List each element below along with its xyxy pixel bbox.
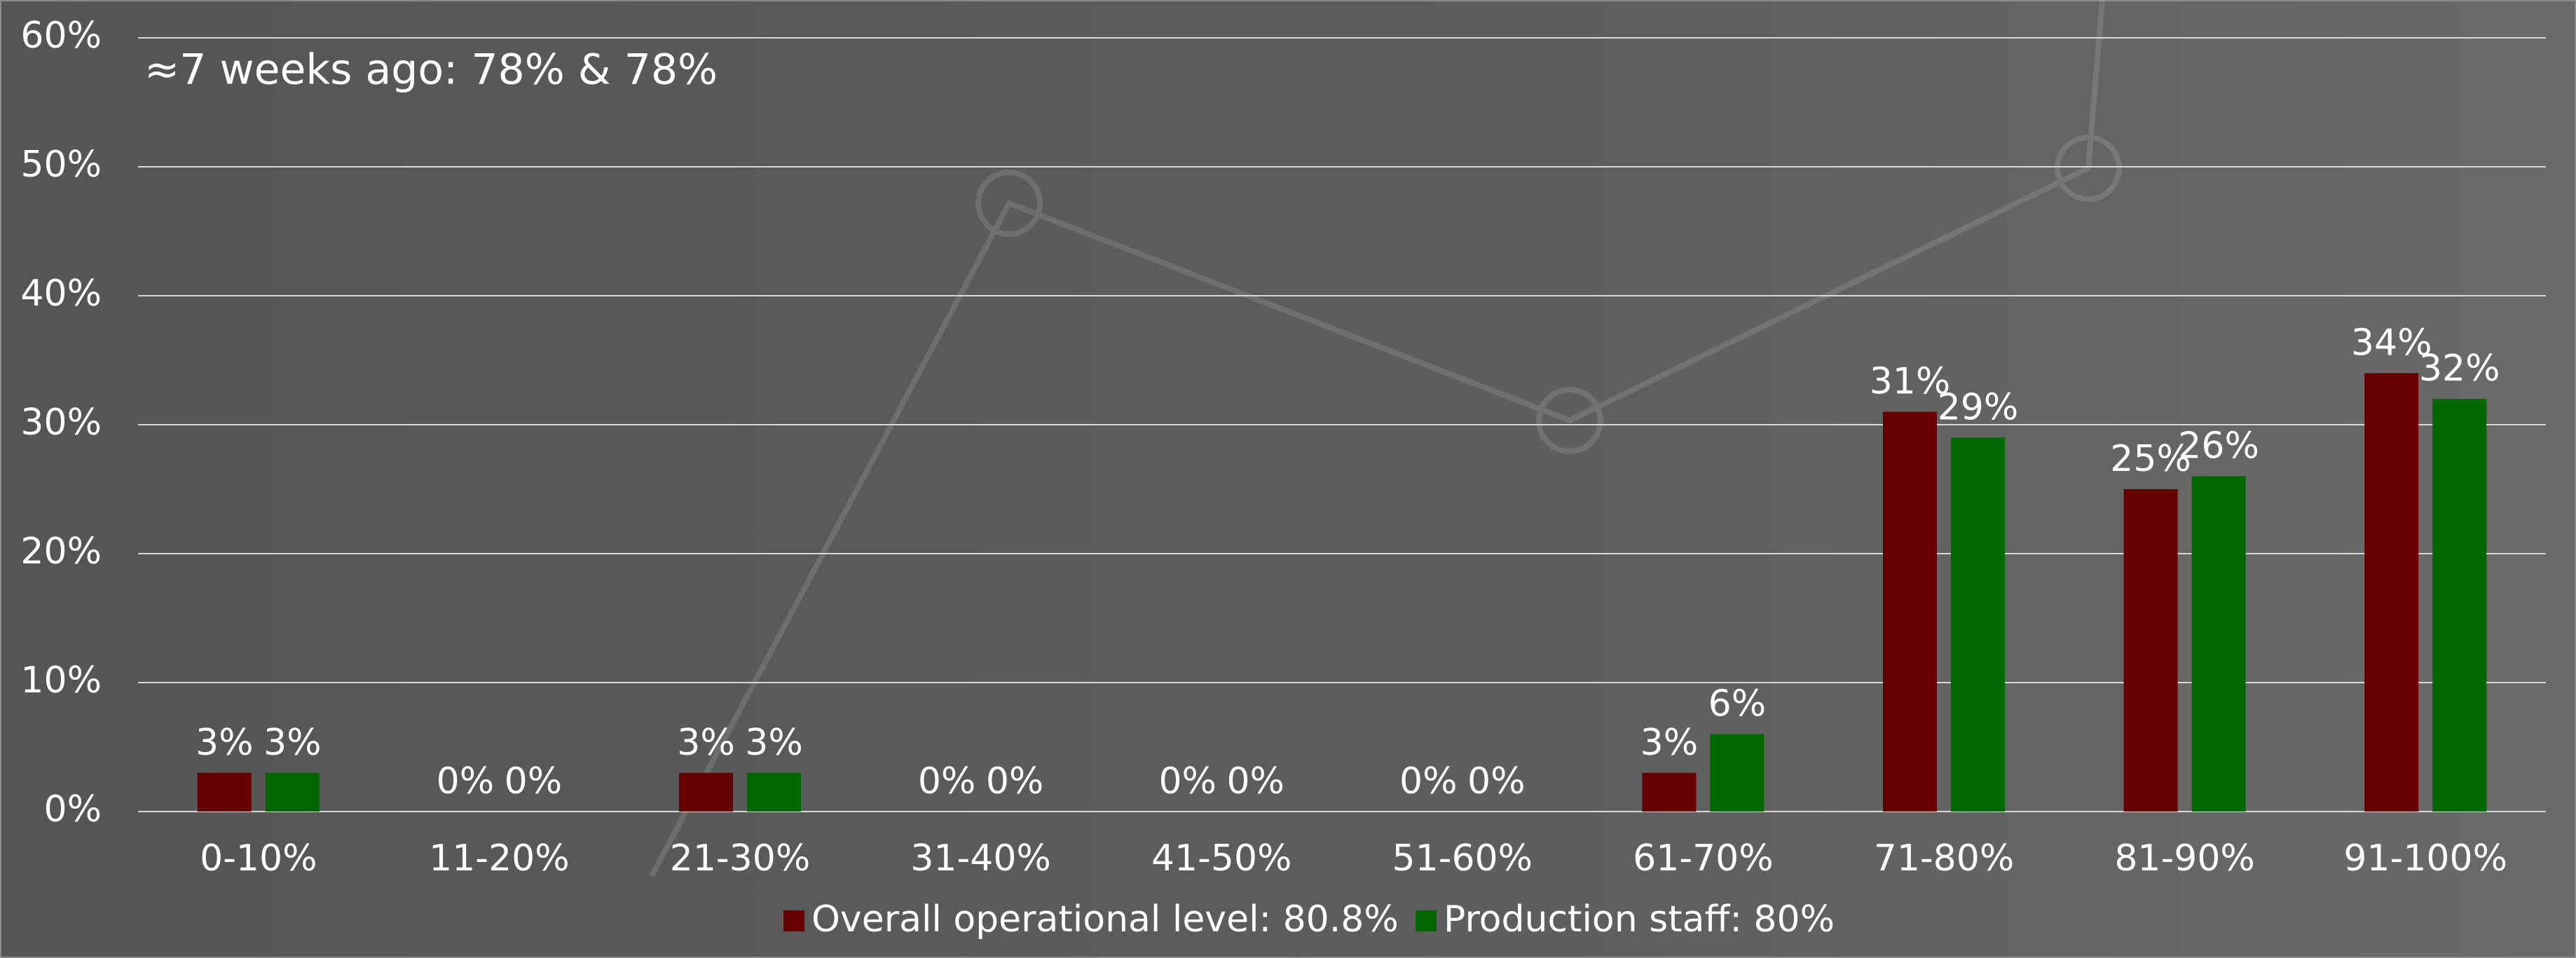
bar (2364, 373, 2418, 812)
value-label: 3% (1640, 722, 1699, 764)
y-tick-label: 60% (20, 15, 102, 57)
bar (747, 773, 801, 812)
value-label: 0% (505, 760, 563, 802)
value-label: 3% (745, 722, 803, 764)
x-tick-label: 61-70% (1633, 837, 1774, 880)
bar (198, 773, 252, 812)
legend-swatch (1416, 910, 1437, 931)
x-tick-label: 21-30% (670, 837, 811, 880)
bar (1951, 437, 2005, 812)
x-tick-label: 11-20% (429, 837, 570, 880)
value-label: 3% (677, 722, 735, 764)
legend-label: Production staff: 80% (1444, 898, 1835, 940)
value-label: 3% (196, 722, 254, 764)
legend-swatch (783, 910, 804, 931)
bar (679, 773, 733, 812)
value-label: 0% (1467, 760, 1526, 802)
x-tick-label: 41-50% (1151, 837, 1292, 880)
value-label: 0% (986, 760, 1044, 802)
value-label: 26% (2178, 425, 2259, 467)
value-label: 0% (437, 760, 495, 802)
value-label: 0% (918, 760, 976, 802)
value-label: 29% (1938, 386, 2019, 428)
value-label: 3% (263, 722, 322, 764)
y-tick-label: 20% (20, 531, 102, 573)
y-tick-label: 0% (44, 788, 102, 830)
value-label: 32% (2419, 348, 2500, 390)
value-label: 6% (1708, 683, 1767, 725)
x-tick-label: 51-60% (1392, 837, 1533, 880)
x-tick-label: 31-40% (910, 837, 1051, 880)
legend-label: Overall operational level: 80.8% (811, 898, 1399, 940)
y-tick-label: 50% (20, 144, 102, 186)
x-tick-label: 0-10% (200, 837, 317, 880)
bar (1883, 412, 1937, 812)
x-tick-label: 71-80% (1874, 837, 2015, 880)
value-label: 0% (1399, 760, 1458, 802)
chart: ≈7 weeks ago: 78% & 78% 0% 10% 20% 30% 40% 50… (0, 0, 2576, 958)
x-tick-label: 91-100% (2343, 837, 2507, 880)
bar (2124, 489, 2178, 812)
bar (2432, 399, 2486, 812)
annotation: ≈7 weeks ago: 78% & 78% (144, 46, 718, 95)
x-tick-label: 81-90% (2114, 837, 2255, 880)
y-tick-label: 30% (20, 402, 102, 444)
bar (2192, 477, 2246, 812)
bar (1642, 773, 1696, 812)
y-tick-label: 10% (20, 659, 102, 702)
value-label: 0% (1158, 760, 1217, 802)
bar (266, 773, 320, 812)
value-label: 0% (1226, 760, 1284, 802)
y-tick-label: 40% (20, 273, 102, 315)
bar (1710, 734, 1764, 812)
